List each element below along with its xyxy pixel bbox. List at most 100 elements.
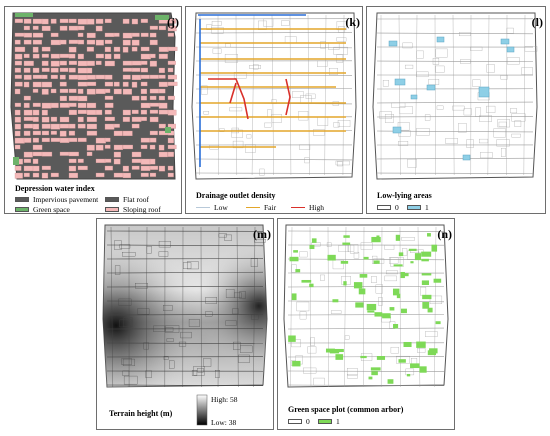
parcel-outline [375,284,383,294]
sloping-roof-block [23,172,30,177]
sloping-roof-block [149,144,156,150]
sloping-roof-block [149,95,157,100]
green-space-patch [155,15,169,20]
green-space-patch [403,341,412,348]
parcel-outline [158,241,171,248]
sloping-roof-block [41,123,51,129]
parcel-outline [215,370,220,378]
sloping-roof-block [113,32,120,37]
parcel-outline [498,121,507,127]
sloping-roof-block [167,165,174,171]
parcel-outline [332,259,344,270]
parcel-outline [291,264,297,273]
street-line [106,300,264,302]
parcel-outline [292,91,304,98]
sloping-roof-block [14,116,21,123]
green-space-patch [376,356,386,360]
street-line [251,14,255,176]
sloping-roof-block [113,144,124,150]
sloping-roof-block [77,25,85,31]
sloping-roof-block [140,74,150,79]
sloping-roof-block [41,165,51,170]
parcel-outline [386,270,398,275]
parcel-outline [384,245,395,250]
sloping-roof-block [68,102,77,107]
parcel-outline [271,99,277,105]
street-line [289,14,292,176]
sloping-roof-block [95,18,104,24]
parcel-outline [506,57,520,65]
parcel-outline [435,48,448,58]
sloping-roof-block [95,137,106,144]
street-line [327,226,329,388]
parcel-outline [232,140,244,149]
sloping-roof-block [113,172,124,178]
sloping-roof-block [50,74,58,79]
street-line [287,327,445,330]
sloping-roof-block [14,81,23,87]
sloping-roof-block [14,109,21,116]
sloping-roof-block [131,116,142,122]
parcel-outline [178,341,187,347]
sloping-roof-block [131,67,141,72]
parcel-outline [496,139,510,147]
parcel-outline [238,354,250,363]
sloping-roof-block [158,165,166,172]
green-space-patch [370,367,381,371]
sloping-roof-block [86,116,97,122]
map-depression-water [10,12,178,180]
parcel-outline [122,358,135,367]
parcel-outline [432,58,440,65]
parcel-outline [336,21,347,31]
sloping-roof-block [140,137,151,143]
legend-item-1: 1 [318,417,340,426]
green-space-patch [311,238,317,243]
street-line [106,314,264,316]
sloping-roof-block [50,130,57,135]
sloping-roof-block [95,74,106,80]
sloping-roof-block [86,81,97,86]
parcel-outline [298,111,309,121]
green-space-patch [416,341,426,348]
sloping-roof-block [59,60,67,66]
green-space-patch [288,335,296,342]
sloping-roof-block [59,18,69,23]
legend-item-green-space: Green space [15,205,70,214]
sloping-roof-block [86,32,96,38]
green-space-patches [288,233,442,384]
green-space-patch [309,244,315,250]
green-space-patch [366,303,377,311]
sloping-roof-block [86,130,98,136]
parcel-outline [250,258,258,267]
sloping-roof-block [41,137,50,143]
sloping-roof-block [77,95,88,102]
parcel-outline [390,346,399,354]
parcel-outline [224,234,232,241]
sloping-roof-block [149,88,160,94]
green-space-patch [403,273,409,277]
sloping-roof-block [14,137,25,144]
sloping-roof-block [149,172,157,177]
green-space-patch [382,313,391,319]
sloping-roof-block [77,165,88,171]
sloping-roof-block [68,39,79,44]
sloping-roof-block [14,60,22,66]
sloping-roof-block [32,25,39,30]
sloping-roof-block [149,25,158,30]
sloping-roof-block [158,25,166,31]
sloping-roof-block [68,95,79,101]
sloping-roof-block [122,74,131,80]
parcel-outline [480,152,493,159]
sloping-roof-block [32,46,39,53]
sloping-roof-block [86,88,96,95]
sloping-roof-block [68,25,79,31]
green-space-patch [433,278,442,283]
sloping-roof-block [14,172,23,179]
green-space-patch [367,310,375,313]
street-line [290,226,293,388]
parcel-outline [401,237,415,241]
street-line [434,14,436,176]
legend-title: Low-lying areas [377,191,432,200]
parcel-outline [254,238,266,243]
sloping-roof-block [104,46,111,53]
